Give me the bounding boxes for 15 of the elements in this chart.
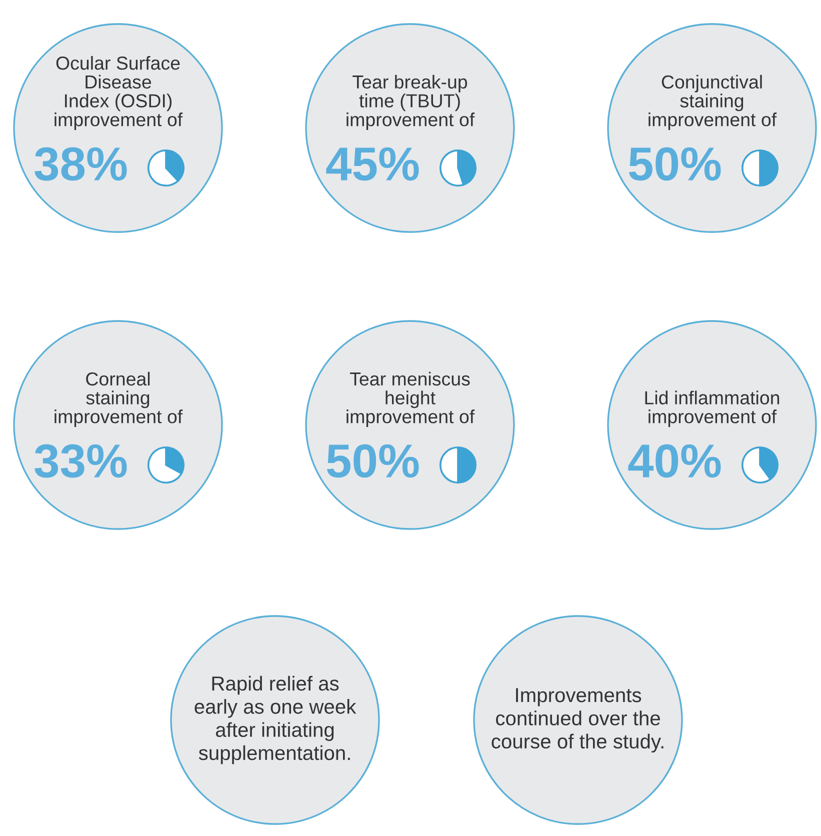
pie-slice bbox=[147, 446, 182, 484]
chart-title: Corneal staining improvement of bbox=[54, 372, 183, 427]
data-label: 33% bbox=[34, 444, 127, 478]
data-label: 40% bbox=[628, 444, 721, 478]
chart-title: Tear break-up time (TBUT) improvement of bbox=[346, 74, 475, 130]
data-label: 50% bbox=[628, 147, 721, 181]
text: Improvements continued over the course of the study. bbox=[492, 688, 664, 753]
chart-title: Tear meniscus height improvement of bbox=[346, 372, 475, 427]
text: Rapid relief as early as one week after initiating supplementation. bbox=[194, 676, 356, 764]
chart-title: Conjunctival staining improvement of bbox=[648, 74, 777, 130]
data-label: 45% bbox=[326, 147, 419, 181]
data-label: 50% bbox=[326, 444, 419, 478]
chart-title: Lid inflammation improvement of bbox=[645, 390, 780, 427]
chart-title: Ocular Surface Disease Index (OSDI) improvement of bbox=[54, 56, 183, 130]
data-label: 38% bbox=[34, 147, 127, 181]
